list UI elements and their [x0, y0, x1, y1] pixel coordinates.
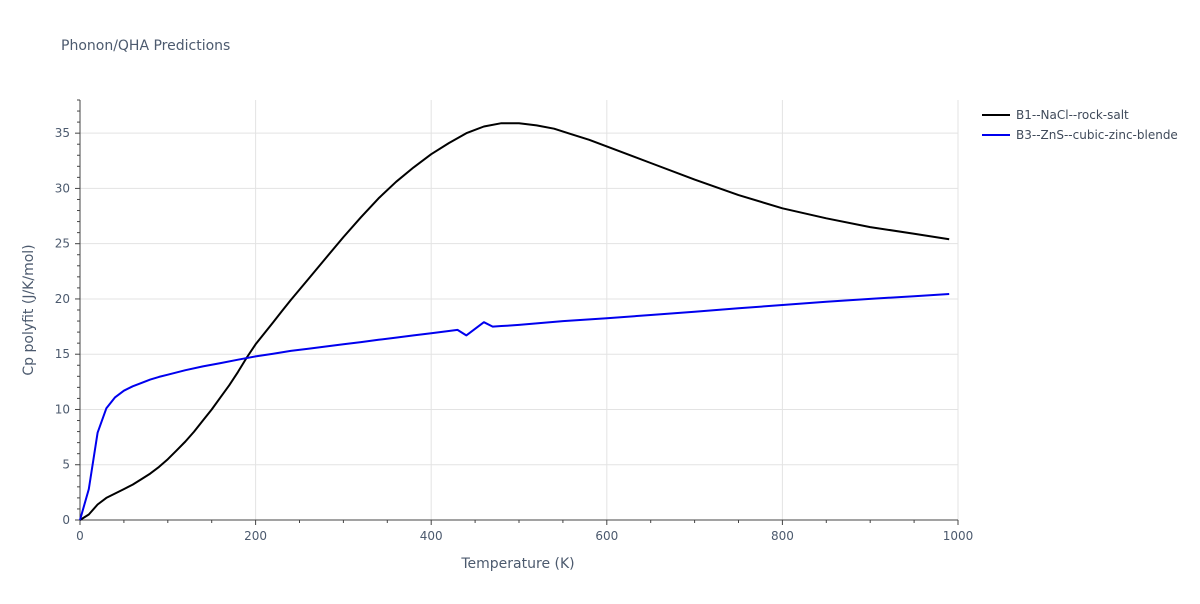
y-tick-label: 20	[55, 292, 70, 306]
y-tick-label: 10	[55, 402, 70, 416]
series-line-1	[79, 122, 950, 521]
x-tick-label: 600	[595, 529, 618, 543]
chart-title: Phonon/QHA Predictions	[61, 38, 230, 54]
x-tick-label: 200	[244, 529, 267, 543]
legend[interactable]: B1--NaCl--rock-salt B3--ZnS--cubic-zinc-b…	[982, 108, 1178, 142]
legend-label-1[interactable]: B1--NaCl--rock-salt	[1016, 108, 1129, 122]
axes: 0 200 400 600 800 1000 0 5 10 15 20 25 30 35	[55, 99, 974, 543]
y-tick-label: 30	[55, 181, 70, 195]
y-tick-label: 0	[62, 513, 70, 527]
x-tick-label: 1000	[943, 529, 974, 543]
y-tick-label: 25	[55, 237, 70, 251]
y-tick-label: 5	[62, 458, 70, 472]
x-axis-title: Temperature (K)	[460, 556, 574, 572]
x-tick-label: 400	[420, 529, 443, 543]
y-axis-title: Cp polyfit (J/K/mol)	[21, 244, 37, 375]
y-tick-label: 15	[55, 347, 70, 361]
series-layer	[79, 122, 950, 521]
legend-label-2[interactable]: B3--ZnS--cubic-zinc-blende	[1016, 128, 1178, 142]
x-tick-label: 0	[76, 529, 84, 543]
y-tick-label: 35	[55, 126, 70, 140]
grid	[80, 100, 959, 520]
series-line-2	[79, 293, 950, 521]
x-tick-label: 800	[771, 529, 794, 543]
